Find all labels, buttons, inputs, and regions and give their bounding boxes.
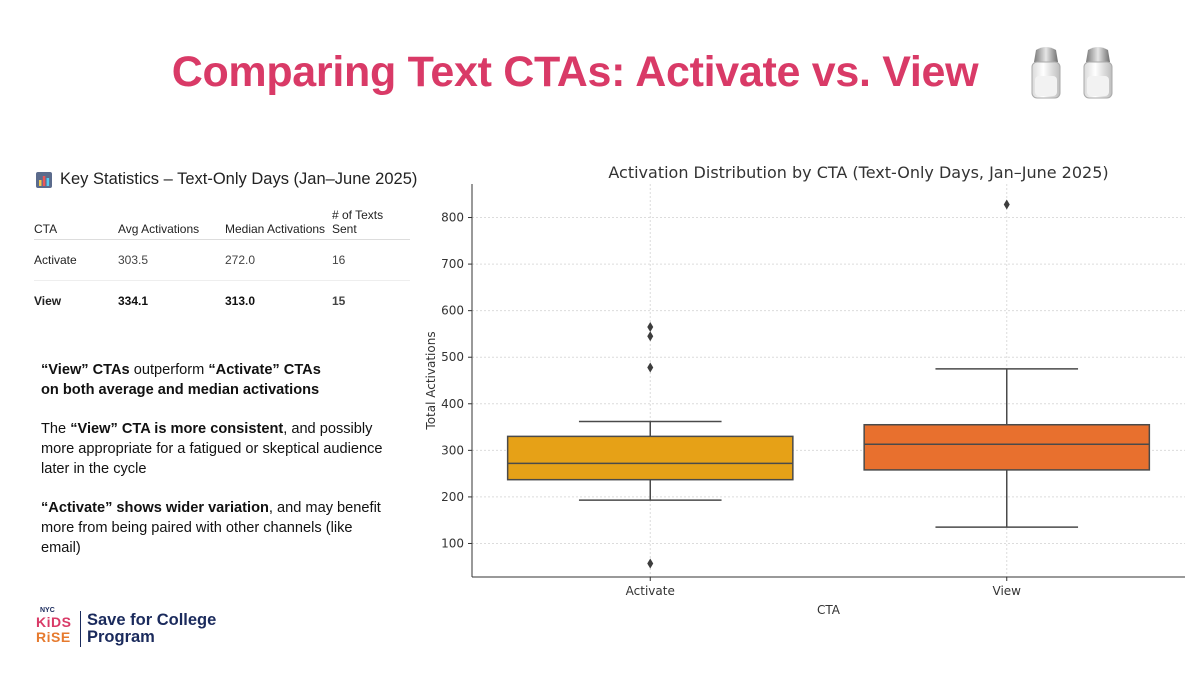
outlier-point <box>647 331 654 342</box>
logo-rise: RiSE <box>36 629 71 645</box>
y-tick-label: 600 <box>441 304 464 318</box>
bar-chart-icon <box>36 171 52 188</box>
outlier-point <box>1003 199 1010 210</box>
takeaway-2-pre: The <box>41 421 71 437</box>
table-row-view: View 334.1 313.0 15 <box>34 281 410 321</box>
box-plot-chart: 100 200 300 400 500 600 700 800 Activate View Acti… <box>424 163 1185 617</box>
takeaway-1-plain: outperform <box>129 362 209 378</box>
stats-table: CTA Avg Activations Median Activations #… <box>34 200 410 321</box>
takeaway-1: “View” CTAs outperform “Activate” CTAs on… <box>41 360 386 400</box>
x-tick-label: View <box>993 584 1022 598</box>
box-activate <box>506 435 794 481</box>
y-tick-label: 800 <box>441 211 464 225</box>
takeaways: “View” CTAs outperform “Activate” CTAs on… <box>41 360 386 577</box>
y-tick-label: 200 <box>441 490 464 504</box>
column-header-median: Median Activations <box>225 222 326 236</box>
nyc-kids-rise-logo: NYC KiDS RiSE Save for College Program <box>36 605 216 647</box>
takeaway-3-bold: “Activate” shows wider variation <box>41 500 269 516</box>
slide-title: Comparing Text CTAs: Activate vs. View <box>171 48 979 96</box>
cell-avg: 303.5 <box>118 253 149 267</box>
y-axis-label: Total Activations <box>424 331 438 430</box>
outlier-point <box>647 558 654 569</box>
takeaway-3: “Activate” shows wider variation, and ma… <box>41 498 386 558</box>
salt-and-pepper-shakers-icon <box>1031 47 1113 99</box>
x-tick-label: Activate <box>626 584 675 598</box>
logo-program-name: Save for College Program <box>87 612 216 646</box>
cell-median: 272.0 <box>225 253 256 267</box>
box-view <box>863 423 1151 471</box>
column-header-avg: Avg Activations <box>118 222 200 236</box>
logo-divider <box>80 611 81 647</box>
logo-nyc: NYC <box>40 607 55 614</box>
logo-kids: KiDS <box>36 614 72 630</box>
takeaway-2-bold: “View” CTA is more consistent <box>70 421 284 437</box>
cell-texts: 15 <box>332 294 346 308</box>
stats-heading: Key Statistics – Text-Only Days (Jan–Jun… <box>36 170 417 189</box>
takeaway-1-line2: on both average and median activations <box>41 382 320 398</box>
cell-avg: 334.1 <box>118 294 149 308</box>
stats-heading-text: Key Statistics – Text-Only Days (Jan–Jun… <box>60 170 418 188</box>
logo-line-2: Program <box>87 628 155 646</box>
logo-line-1: Save for College <box>87 611 217 629</box>
cell-cta: Activate <box>34 253 77 267</box>
outlier-point <box>647 362 654 373</box>
table-header: CTA Avg Activations Median Activations #… <box>34 200 410 240</box>
takeaway-2: The “View” CTA is more consistent, and p… <box>41 419 386 479</box>
y-tick-label: 500 <box>441 350 464 364</box>
y-tick-label: 400 <box>441 397 464 411</box>
y-tick-label: 100 <box>441 536 464 550</box>
y-tick-label: 700 <box>441 257 464 271</box>
takeaway-1-bold-a: “View” CTAs <box>41 362 130 378</box>
outlier-point <box>647 321 654 332</box>
takeaway-1-bold-b: “Activate” CTAs <box>208 362 321 378</box>
y-tick-label: 300 <box>441 443 464 457</box>
x-axis-label: CTA <box>817 603 841 617</box>
cell-cta: View <box>34 294 62 308</box>
table-row-activate: Activate 303.5 272.0 16 <box>34 240 410 281</box>
chart-title: Activation Distribution by CTA (Text-Onl… <box>608 163 1108 182</box>
takeaway-3-rest: , and may benefit more from being paired… <box>41 500 381 556</box>
takeaway-2-rest: , and possibly more appropriate for a fa… <box>41 421 383 477</box>
cell-median: 313.0 <box>225 294 256 308</box>
column-header-texts: # of Texts Sent <box>332 208 384 236</box>
cell-texts: 16 <box>332 253 346 267</box>
column-header-cta: CTA <box>34 222 58 236</box>
logo-mark: NYC KiDS RiSE <box>36 607 78 645</box>
